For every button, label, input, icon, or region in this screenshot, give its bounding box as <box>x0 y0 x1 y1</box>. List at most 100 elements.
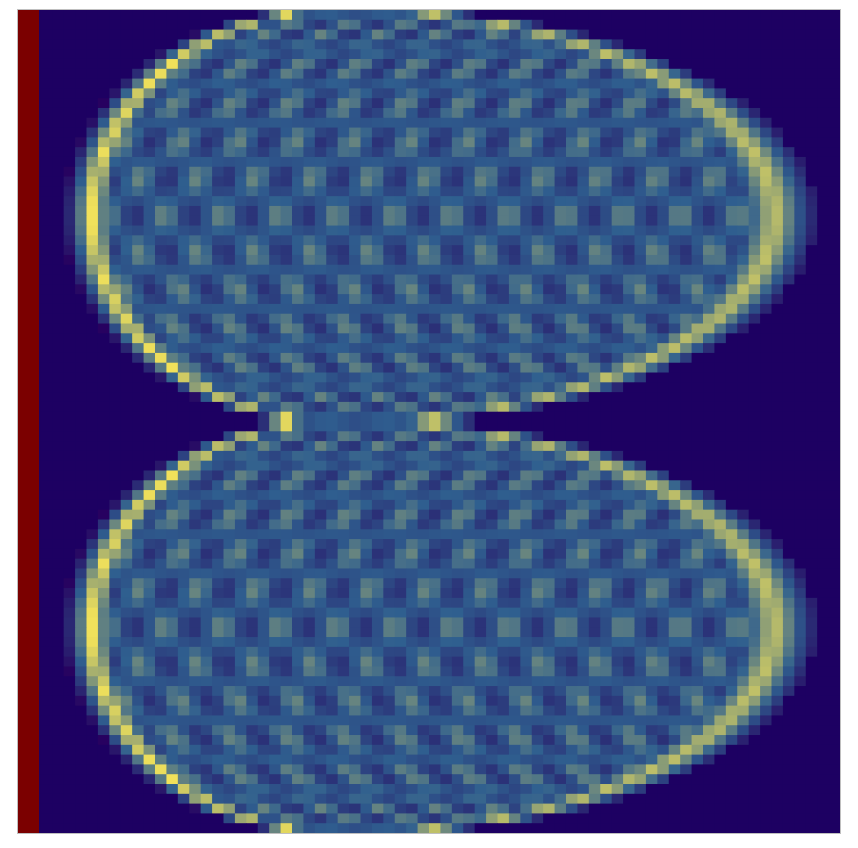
heatmap-cell <box>463 117 476 129</box>
heatmap-cell <box>817 29 830 40</box>
heatmap-cell <box>429 117 441 129</box>
heatmap-cell <box>725 656 738 667</box>
heatmap-cell <box>805 372 818 383</box>
heatmap-cell <box>337 372 350 383</box>
heatmap-cell <box>63 548 76 560</box>
heatmap-cell <box>623 362 635 374</box>
heatmap-cell <box>714 411 727 422</box>
heatmap-cell <box>154 186 167 197</box>
heatmap-cell <box>691 303 704 315</box>
heatmap-cell <box>337 597 350 609</box>
heatmap-cell <box>565 411 578 422</box>
heatmap-cell <box>782 450 795 462</box>
heatmap-cell <box>326 39 339 50</box>
heatmap-cell <box>623 519 635 530</box>
heatmap-cell <box>120 156 133 168</box>
heatmap-cell <box>212 303 224 315</box>
heatmap-cell <box>177 294 190 305</box>
heatmap-cell <box>109 548 122 560</box>
heatmap-cell <box>40 303 53 315</box>
heatmap-cell <box>246 490 259 501</box>
heatmap-cell <box>429 107 441 119</box>
heatmap-cell <box>292 617 304 628</box>
heatmap-cell <box>360 205 373 217</box>
heatmap-cell <box>200 607 213 618</box>
heatmap-cell <box>497 107 510 119</box>
heatmap-cell <box>600 607 613 618</box>
heatmap-cell <box>577 254 590 266</box>
heatmap-cell <box>63 107 76 119</box>
heatmap-cell <box>406 333 419 344</box>
heatmap-cell <box>828 597 840 609</box>
heatmap-cell <box>623 294 635 305</box>
heatmap-cell <box>303 39 316 50</box>
heatmap-cell <box>760 568 772 579</box>
heatmap-cell <box>371 578 384 589</box>
heatmap-cell <box>212 215 224 227</box>
heatmap-cell <box>680 460 693 471</box>
heatmap-cell <box>714 88 727 99</box>
heatmap-cell <box>109 597 122 609</box>
heatmap-cell <box>725 235 738 246</box>
heatmap-cell <box>97 98 110 109</box>
heatmap-cell <box>143 245 156 256</box>
heatmap-cell <box>429 235 441 246</box>
heatmap-cell <box>805 245 818 256</box>
heatmap-cell <box>668 235 681 246</box>
heatmap-cell <box>429 245 441 256</box>
heatmap-cell <box>120 627 133 638</box>
heatmap-cell <box>737 78 750 89</box>
heatmap-cell <box>337 98 350 109</box>
heatmap-cell <box>109 29 122 40</box>
heatmap-cell <box>600 274 613 285</box>
heatmap-cell <box>132 529 145 540</box>
heatmap-cell <box>303 127 316 138</box>
heatmap-cell <box>417 568 430 579</box>
heatmap-cell <box>394 627 407 638</box>
heatmap-cell <box>360 666 373 677</box>
heatmap-cell <box>451 98 464 109</box>
heatmap-cell <box>794 68 807 80</box>
heatmap-cell <box>634 39 647 50</box>
heatmap-cell <box>223 176 236 187</box>
heatmap-cell <box>805 176 818 187</box>
heatmap-cell <box>132 411 145 422</box>
heatmap-cell <box>406 578 419 589</box>
heatmap-cell <box>166 382 179 393</box>
heatmap-cell <box>771 215 784 227</box>
heatmap-cell <box>371 274 384 285</box>
heatmap-cell <box>520 78 533 89</box>
heatmap-cell <box>200 117 213 129</box>
heatmap-cell <box>680 352 693 364</box>
heatmap-cell <box>303 695 316 707</box>
heatmap-cell <box>554 39 567 50</box>
heatmap-cell <box>828 627 840 638</box>
heatmap-cell <box>565 627 578 638</box>
heatmap-cell <box>429 392 441 403</box>
heatmap-cell <box>394 10 407 21</box>
heatmap-cell <box>40 441 53 452</box>
heatmap-cell <box>543 529 556 540</box>
heatmap-cell <box>109 117 122 129</box>
heatmap-cell <box>97 607 110 618</box>
heatmap-cell <box>280 196 293 207</box>
heatmap-cell <box>360 617 373 628</box>
heatmap-cell <box>314 215 327 227</box>
heatmap-cell <box>474 254 487 266</box>
heatmap-cell <box>611 558 624 569</box>
heatmap-cell <box>223 441 236 452</box>
heatmap-cell <box>246 617 259 628</box>
heatmap-cell <box>634 666 647 677</box>
heatmap-cell <box>486 382 498 393</box>
heatmap-cell <box>520 245 533 256</box>
heatmap-cell <box>429 166 441 178</box>
heatmap-cell <box>486 421 498 432</box>
heatmap-cell <box>520 411 533 422</box>
heatmap-cell <box>737 98 750 109</box>
heatmap-cell <box>748 88 761 99</box>
heatmap-cell <box>63 382 76 393</box>
heatmap-cell <box>292 166 304 178</box>
heatmap-cell <box>394 107 407 119</box>
heatmap-cell <box>223 588 236 599</box>
heatmap-cell <box>52 519 65 530</box>
